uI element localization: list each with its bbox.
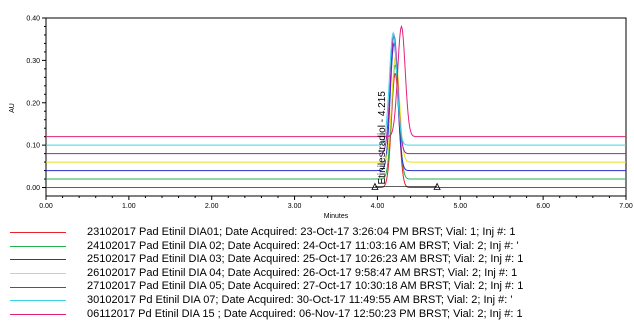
y-tick-label: 0.00	[26, 185, 40, 192]
legend-label: 26102017 Pad Etinil DIA 04; Date Acquire…	[87, 266, 518, 279]
chart-legend: 23102017 Pad Etinil DIA01; Date Acquired…	[10, 226, 634, 321]
x-axis-title: Minutes	[324, 213, 349, 220]
legend-item: 27102017 Pad Etinil DIA 05; Date Acquire…	[10, 280, 634, 294]
legend-swatch	[10, 300, 66, 302]
series-line-2	[46, 64, 626, 180]
x-tick-label: 7.00	[619, 203, 633, 210]
legend-label: 27102017 Pad Etinil DIA 05; Date Acquire…	[87, 280, 524, 293]
legend-item: 30102017 Pd Etinil DIA 07; Date Acquired…	[10, 294, 634, 308]
chromatogram-chart: 0.00 0.10 0.20 0.30 0.40 0.00 1.00 2.00 3.00 4.00…	[9, 16, 633, 221]
legend-swatch	[10, 286, 66, 288]
peak-annotation: Etinilestradiol - 4.215	[377, 91, 388, 185]
series-line-4	[46, 54, 626, 163]
x-tick-label: 1.00	[122, 203, 136, 210]
y-axis-title: AU	[9, 103, 16, 113]
legend-item: 23102017 Pad Etinil DIA01; Date Acquired…	[10, 226, 634, 240]
legend-label: 23102017 Pad Etinil DIA01; Date Acquired…	[87, 226, 516, 238]
legend-label: 24102017 Pad Etinil DIA 02; Date Acquire…	[87, 239, 519, 252]
series-line-5	[46, 33, 626, 155]
legend-swatch	[10, 313, 66, 315]
legend-swatch	[10, 259, 66, 261]
y-tick-label: 0.30	[26, 58, 40, 65]
x-tick-label: 0.00	[39, 203, 53, 210]
legend-item: 25102017 Pad Etinil DIA 03; Date Acquire…	[10, 253, 634, 267]
x-tick-label: 6.00	[536, 203, 550, 210]
series-line-1	[46, 73, 626, 189]
legend-label: 30102017 Pd Etinil DIA 07; Date Acquired…	[87, 293, 513, 306]
legend-item: 24102017 Pad Etinil DIA 02; Date Acquire…	[10, 240, 634, 254]
legend-item: 06112017 Pd Etinil DIA 15 ; Date Acquire…	[10, 308, 634, 322]
plot-area: 0.00 0.10 0.20 0.30 0.40 0.00 1.00 2.00 3.00 4.00…	[26, 16, 633, 211]
y-tick-label: 0.10	[26, 143, 40, 150]
x-tick-label: 5.00	[453, 203, 467, 210]
y-tick-label: 0.40	[26, 16, 40, 23]
series-line-3	[46, 41, 626, 172]
legend-item: 26102017 Pad Etinil DIA 04; Date Acquire…	[10, 267, 634, 281]
legend-swatch	[10, 232, 66, 234]
plot-frame	[45, 17, 627, 197]
legend-swatch	[10, 245, 66, 247]
series-line-7	[46, 24, 626, 138]
legend-label: 06112017 Pd Etinil DIA 15 ; Date Acquire…	[87, 307, 523, 320]
x-tick-label: 4.00	[371, 203, 385, 210]
series-line-6	[46, 31, 626, 146]
x-tick-label: 3.00	[288, 203, 302, 210]
x-tick-label: 2.00	[205, 203, 219, 210]
legend-label: 25102017 Pad Etinil DIA 03; Date Acquire…	[87, 253, 524, 266]
legend-swatch	[10, 273, 66, 275]
y-tick-label: 0.20	[26, 100, 40, 107]
